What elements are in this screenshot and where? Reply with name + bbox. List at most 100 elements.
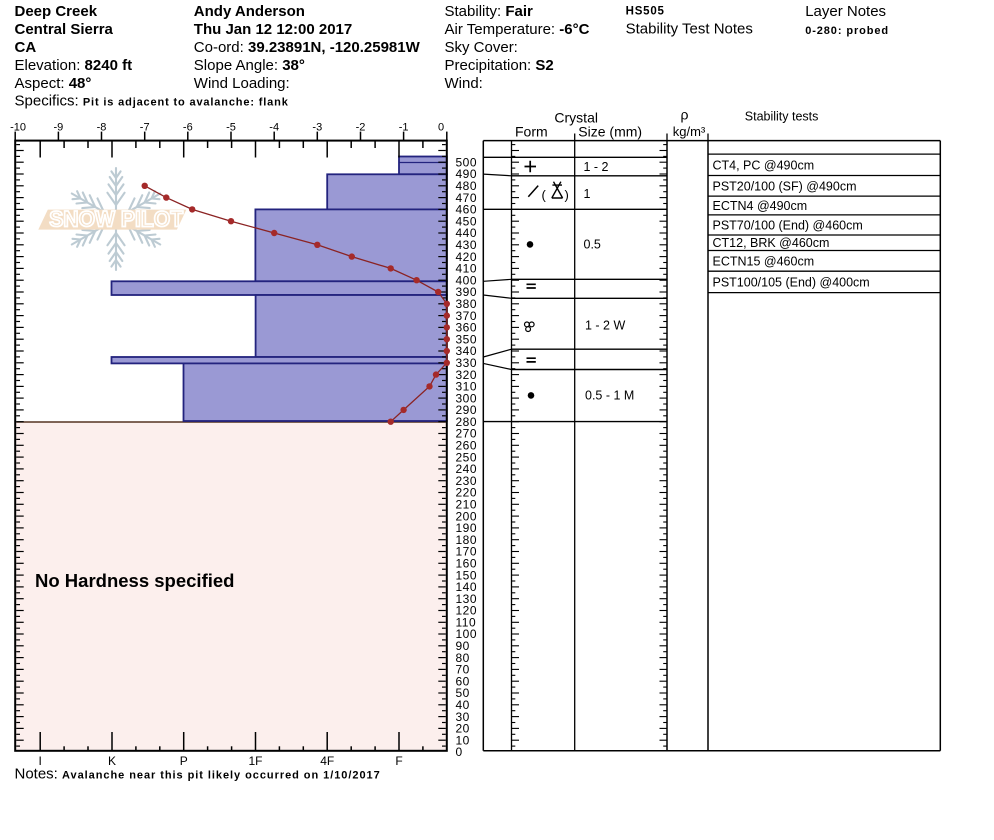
svg-text:0-280: probed: 0-280: probed bbox=[805, 25, 889, 37]
svg-text:PST70/100 (End) @460cm: PST70/100 (End) @460cm bbox=[713, 218, 863, 232]
svg-text:Crystal: Crystal bbox=[554, 109, 598, 125]
svg-text:400: 400 bbox=[456, 273, 478, 287]
svg-text:320: 320 bbox=[456, 368, 478, 382]
svg-text:CA: CA bbox=[15, 39, 37, 56]
svg-text:Form: Form bbox=[515, 123, 548, 139]
svg-text:Specifics: Pit is adjacent to: Specifics: Pit is adjacent to avalanche:… bbox=[15, 93, 289, 110]
svg-text:240: 240 bbox=[456, 462, 478, 476]
svg-text:280: 280 bbox=[456, 415, 478, 429]
svg-text:260: 260 bbox=[456, 439, 478, 453]
svg-text:110: 110 bbox=[456, 616, 477, 630]
svg-text:420: 420 bbox=[456, 250, 478, 264]
svg-text:Stability tests: Stability tests bbox=[745, 109, 819, 123]
svg-text:Size (mm): Size (mm) bbox=[578, 123, 642, 139]
svg-text:Aspect: 48°: Aspect: 48° bbox=[15, 75, 92, 92]
svg-text:430: 430 bbox=[456, 238, 478, 252]
svg-text:Co-ord: 39.23891N, -120.25981W: Co-ord: 39.23891N, -120.25981W bbox=[194, 39, 421, 56]
svg-text:-4: -4 bbox=[269, 121, 279, 133]
svg-text:-6: -6 bbox=[183, 121, 193, 133]
svg-text:1 - 2: 1 - 2 bbox=[584, 160, 609, 174]
svg-text:210: 210 bbox=[456, 498, 478, 512]
svg-text:CT12, BRK @460cm: CT12, BRK @460cm bbox=[713, 236, 830, 250]
svg-text:F: F bbox=[395, 754, 402, 768]
svg-text:P: P bbox=[180, 754, 188, 768]
svg-text:130: 130 bbox=[456, 592, 478, 606]
svg-text:460: 460 bbox=[456, 203, 478, 217]
svg-text:1F: 1F bbox=[248, 754, 262, 768]
svg-text:470: 470 bbox=[456, 191, 478, 205]
svg-text:1: 1 bbox=[584, 187, 591, 201]
svg-text:Stability Test Notes: Stability Test Notes bbox=[626, 21, 753, 38]
svg-text:200: 200 bbox=[456, 509, 478, 523]
svg-text:340: 340 bbox=[456, 344, 478, 358]
svg-text:70: 70 bbox=[456, 663, 470, 677]
svg-text:Notes: Avalanche near this pit: Notes: Avalanche near this pit likely oc… bbox=[15, 765, 381, 782]
svg-text:270: 270 bbox=[456, 427, 478, 441]
svg-text:0: 0 bbox=[456, 745, 463, 759]
svg-text:-3: -3 bbox=[312, 121, 322, 133]
svg-text:40: 40 bbox=[456, 698, 470, 712]
svg-text:380: 380 bbox=[456, 297, 478, 311]
svg-text:360: 360 bbox=[456, 321, 478, 335]
svg-text:80: 80 bbox=[456, 651, 470, 665]
svg-text:-10: -10 bbox=[10, 121, 26, 133]
svg-text:Sky Cover:: Sky Cover: bbox=[445, 39, 518, 56]
svg-text:370: 370 bbox=[456, 309, 478, 323]
svg-text:190: 190 bbox=[456, 521, 478, 535]
svg-text:170: 170 bbox=[456, 545, 478, 559]
svg-text:-8: -8 bbox=[97, 121, 107, 133]
svg-text:Elevation: 8240 ft: Elevation: 8240 ft bbox=[15, 57, 133, 74]
svg-text:220: 220 bbox=[456, 486, 478, 500]
svg-text:300: 300 bbox=[456, 391, 478, 405]
svg-text:250: 250 bbox=[456, 450, 478, 464]
svg-text:ECTN4 @490cm: ECTN4 @490cm bbox=[713, 199, 808, 213]
svg-text:180: 180 bbox=[456, 533, 478, 547]
svg-text:490: 490 bbox=[456, 167, 478, 181]
svg-text:350: 350 bbox=[456, 332, 478, 346]
svg-text:480: 480 bbox=[456, 179, 478, 193]
svg-text:0.5 - 1 M: 0.5 - 1 M bbox=[585, 389, 634, 403]
svg-text:-1: -1 bbox=[399, 121, 409, 133]
svg-text:290: 290 bbox=[456, 403, 478, 417]
svg-text:-9: -9 bbox=[54, 121, 64, 133]
svg-text:390: 390 bbox=[456, 285, 478, 299]
svg-text:150: 150 bbox=[456, 568, 478, 582]
svg-text:90: 90 bbox=[456, 639, 470, 653]
svg-text:0: 0 bbox=[438, 121, 444, 133]
svg-text:160: 160 bbox=[456, 557, 478, 571]
svg-text:): ) bbox=[565, 188, 569, 203]
svg-text:450: 450 bbox=[456, 214, 478, 228]
svg-text:0.5: 0.5 bbox=[584, 238, 601, 252]
svg-text:440: 440 bbox=[456, 226, 478, 240]
svg-text:Thu Jan 12 12:00 2017: Thu Jan 12 12:00 2017 bbox=[194, 21, 352, 38]
svg-text:Layer Notes: Layer Notes bbox=[805, 3, 886, 20]
svg-text:ECTN15 @460cm: ECTN15 @460cm bbox=[713, 254, 815, 268]
svg-text:-2: -2 bbox=[356, 121, 366, 133]
svg-text:PST20/100 (SF) @490cm: PST20/100 (SF) @490cm bbox=[713, 179, 857, 193]
svg-text:PST100/105 (End) @400cm: PST100/105 (End) @400cm bbox=[713, 275, 870, 289]
svg-text:K: K bbox=[108, 754, 116, 768]
svg-text:140: 140 bbox=[456, 580, 478, 594]
svg-text:Wind Loading:: Wind Loading: bbox=[194, 75, 290, 92]
svg-text:Air Temperature: -6°C: Air Temperature: -6°C bbox=[445, 21, 590, 38]
svg-text:100: 100 bbox=[456, 627, 478, 641]
svg-text:310: 310 bbox=[456, 380, 478, 394]
svg-text:4F: 4F bbox=[320, 754, 334, 768]
svg-text:HS505: HS505 bbox=[626, 6, 665, 18]
svg-text:60: 60 bbox=[456, 674, 470, 688]
svg-text:kg/m³: kg/m³ bbox=[673, 124, 706, 139]
svg-text:ρ: ρ bbox=[681, 107, 689, 123]
svg-text:Central Sierra: Central Sierra bbox=[15, 21, 114, 38]
svg-text:-5: -5 bbox=[226, 121, 236, 133]
svg-text:Wind:: Wind: bbox=[445, 75, 483, 92]
svg-text:CT4, PC @490cm: CT4, PC @490cm bbox=[713, 158, 815, 172]
svg-text:Slope Angle: 38°: Slope Angle: 38° bbox=[194, 57, 305, 74]
svg-text:410: 410 bbox=[456, 262, 478, 276]
svg-text:120: 120 bbox=[456, 604, 478, 618]
svg-text:Andy Anderson: Andy Anderson bbox=[194, 3, 305, 20]
svg-text:500: 500 bbox=[456, 155, 478, 169]
svg-text:I: I bbox=[39, 754, 42, 768]
svg-text:10: 10 bbox=[456, 733, 470, 747]
svg-text:-7: -7 bbox=[140, 121, 150, 133]
svg-text:50: 50 bbox=[456, 686, 470, 700]
